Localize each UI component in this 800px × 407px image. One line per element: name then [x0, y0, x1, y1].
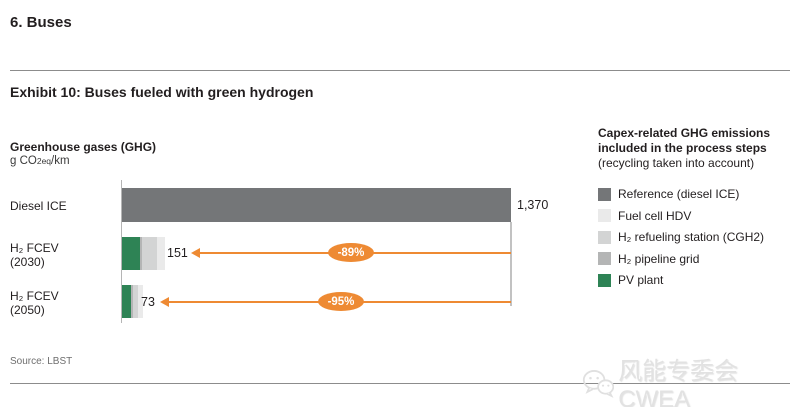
- bar-label-line1: H₂ FCEV: [10, 289, 59, 303]
- bottom-divider: [10, 383, 790, 384]
- value-label-2030: 151: [167, 246, 188, 260]
- legend-note: (recycling taken into account): [598, 156, 755, 170]
- legend-swatch-refueling-station: [598, 230, 611, 244]
- bar-segment-pv-plant: [122, 237, 140, 270]
- bar-label-line1: H₂ FCEV: [10, 241, 59, 255]
- legend-label: Fuel cell HDV: [618, 208, 692, 223]
- arrow-left-icon: [191, 248, 200, 258]
- reduction-badge-2030: -89%: [328, 243, 374, 262]
- bar-h2-fcev-2050: [122, 285, 143, 318]
- legend: Capex-related GHG emissions included in …: [598, 126, 793, 295]
- legend-swatch-pv-plant: [598, 273, 611, 287]
- bar-label-line2: (2030): [10, 255, 45, 269]
- unit-prefix: g CO: [10, 155, 37, 167]
- legend-label: Reference (diesel ICE): [618, 187, 740, 201]
- unit-suffix: /km: [51, 155, 70, 167]
- bar-segment-fuel-cell-hdv: [137, 285, 143, 318]
- bar-segment-pv-plant: [122, 285, 132, 318]
- watermark: 风能专委会CWEA: [582, 351, 800, 407]
- legend-item-reference-diesel-ice: Reference (diesel ICE): [598, 187, 793, 201]
- value-label-diesel: 1,370: [517, 198, 549, 212]
- watermark-text: 风能专委会CWEA: [618, 358, 739, 407]
- top-divider: [10, 70, 790, 71]
- arrow-left-icon: [160, 297, 169, 307]
- legend-label: PV plant: [618, 273, 664, 287]
- bar-segment-reference-diesel-ice-: [122, 188, 511, 222]
- legend-swatch-fuel-cell: [598, 209, 611, 222]
- wechat-logo-icon: [582, 369, 615, 398]
- bar-segment-fuel-cell-hdv: [157, 237, 165, 270]
- reduction-badge-2050: -95%: [318, 292, 364, 311]
- bar-label-diesel-ice: Diesel ICE: [10, 199, 67, 213]
- bar-h2-fcev-2030: [122, 237, 165, 270]
- bar-segment-h-pipeline-grid: [139, 237, 143, 270]
- bar-label-h2-fcev-2030: H₂ FCEV (2030): [10, 241, 59, 269]
- value-label-2050: 73: [141, 295, 155, 309]
- chart-title: Greenhouse gases (GHG): [10, 140, 157, 154]
- source-note: Source: LBST: [10, 356, 73, 367]
- legend-item-fuel-cell-hdv: Fuel cell HDV: [598, 209, 793, 223]
- chart-unit-label: g CO2eq/km: [10, 155, 70, 167]
- y-axis-line: [121, 180, 122, 323]
- exhibit-title: Exhibit 10: Buses fueled with green hydr…: [10, 84, 314, 100]
- legend-label: H₂ pipeline grid: [618, 251, 700, 266]
- bar-diesel-ice: [122, 188, 511, 222]
- legend-title-line1: Capex-related GHG emissions: [598, 126, 771, 140]
- section-title: 6. Buses: [10, 14, 72, 31]
- legend-title-line2: included in the process steps: [598, 141, 767, 155]
- bar-segment-h-pipeline-grid: [131, 285, 134, 318]
- unit-subscript: 2eq: [36, 156, 52, 166]
- reference-baseline: [510, 222, 512, 306]
- legend-swatch-reference: [598, 187, 611, 201]
- bar-label-line2: (2050): [10, 303, 45, 317]
- legend-item-h2-pipeline-grid: H₂ pipeline grid: [598, 252, 793, 266]
- legend-item-h2-refueling-station: H₂ refueling station (CGH2): [598, 230, 793, 244]
- bar-segment-h-refueling-station-cgh2-: [142, 237, 158, 270]
- bar-segment-h-refueling-station-cgh2-: [133, 285, 138, 318]
- bar-label-h2-fcev-2050: H₂ FCEV (2050): [10, 289, 59, 317]
- legend-label: H₂ refueling station (CGH2): [618, 230, 765, 244]
- legend-item-pv-plant: PV plant: [598, 273, 793, 287]
- legend-swatch-pipeline-grid: [598, 252, 611, 265]
